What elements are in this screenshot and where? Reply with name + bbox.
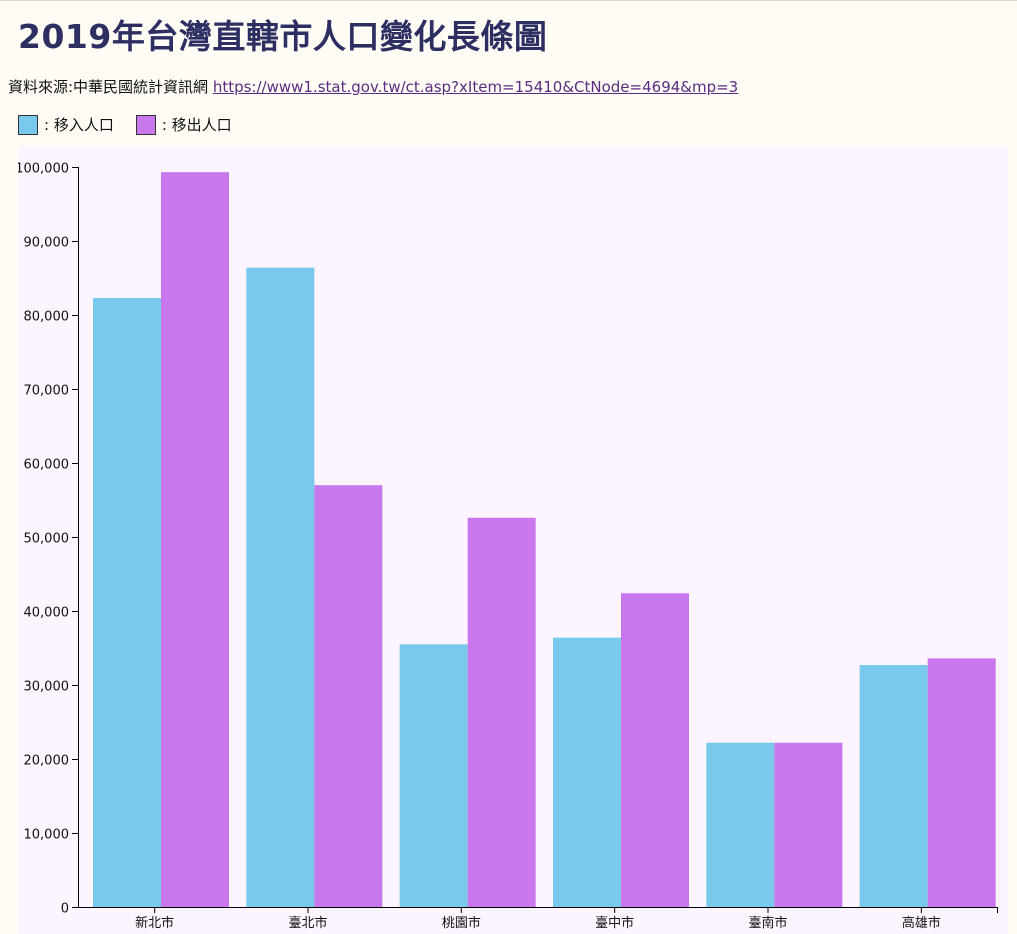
y-tick-label: 50,000 [24, 532, 70, 547]
bar-outflow-3 [621, 593, 689, 907]
legend: : 移入人口 : 移出人口 [18, 114, 254, 135]
bar-chart: 新北市 臺北市 桃園市 臺中市 臺南市 高雄市 0 10,000 20,000 30,000 40,… [18, 146, 1008, 934]
bar-outflow-2 [467, 517, 536, 907]
y-tick-label: 20,000 [24, 754, 70, 769]
legend-item-inflow: : 移入人口 [18, 114, 114, 135]
bar-outflow-4 [774, 742, 843, 907]
bar-inflow-5 [859, 665, 928, 907]
y-tick-label: 10,000 [24, 828, 70, 843]
x-tick-label: 臺中市 [595, 915, 634, 931]
bar-outflow-5 [927, 658, 996, 907]
x-tick-label: 高雄市 [902, 915, 941, 931]
bar-inflow-3 [553, 637, 621, 907]
bar-inflow-4 [706, 742, 775, 907]
x-tick-label: 桃園市 [442, 915, 481, 931]
source-link[interactable]: https://www1.stat.gov.tw/ct.asp?xItem=15… [212, 78, 739, 96]
legend-label-outflow: : 移出人口 [161, 116, 232, 134]
bar-outflow-0 [161, 172, 229, 907]
x-tick-label: 臺北市 [288, 915, 327, 931]
legend-item-outflow: : 移出人口 [135, 114, 232, 135]
x-tick-label: 新北市 [135, 915, 174, 931]
y-tick-label: 0 [61, 902, 69, 917]
y-tick-label: 40,000 [24, 606, 70, 621]
legend-label-inflow: : 移入人口 [44, 116, 114, 134]
legend-swatch-inflow [18, 114, 38, 135]
top-rule [0, 0, 1017, 1]
bar-inflow-1 [246, 267, 315, 907]
y-tick-label: 100,000 [18, 162, 69, 177]
y-tick-label: 80,000 [24, 310, 70, 325]
x-tick-label: 臺南市 [748, 915, 787, 931]
bar-inflow-2 [399, 644, 468, 907]
y-tick-label: 90,000 [24, 236, 70, 251]
bar-inflow-0 [93, 297, 161, 907]
legend-swatch-outflow [135, 114, 156, 135]
y-tick-label: 60,000 [24, 458, 70, 473]
source-label: 資料來源:中華民國統計資訊網 [8, 78, 209, 96]
page-title: 2019年台灣直轄市人口變化長條圖 [18, 17, 548, 56]
bar-outflow-1 [314, 485, 383, 907]
y-tick-label: 30,000 [24, 680, 70, 695]
y-tick-label: 70,000 [24, 384, 70, 399]
source-line: 資料來源:中華民國統計資訊網 https://www1.stat.gov.tw/… [8, 76, 738, 97]
